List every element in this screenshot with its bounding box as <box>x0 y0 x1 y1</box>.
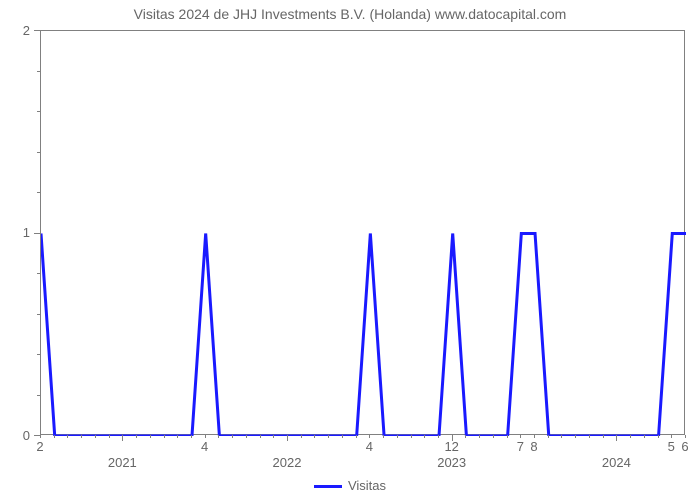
x-minor-tick <box>397 435 398 438</box>
x-minor-tick <box>95 435 96 438</box>
x-minor-tick <box>342 435 343 438</box>
x-minor-tick <box>81 435 82 438</box>
x-year-label: 2023 <box>437 455 466 470</box>
x-minor-tick <box>67 435 68 438</box>
x-value-label: 4 <box>366 439 373 454</box>
y-minor-tick <box>37 395 40 396</box>
x-minor-tick <box>671 435 672 438</box>
y-minor-tick <box>37 152 40 153</box>
x-major-tick <box>616 435 617 441</box>
y-minor-tick <box>37 314 40 315</box>
x-minor-tick <box>356 435 357 438</box>
x-minor-tick <box>273 435 274 438</box>
x-minor-tick <box>328 435 329 438</box>
x-value-label: 8 <box>530 439 537 454</box>
y-tick-label: 2 <box>23 23 30 38</box>
x-minor-tick <box>314 435 315 438</box>
x-minor-tick <box>177 435 178 438</box>
x-minor-tick <box>479 435 480 438</box>
x-year-label: 2022 <box>273 455 302 470</box>
x-value-label: 5 <box>668 439 675 454</box>
axis-ticks: 0122021202220232024244127856 <box>0 0 700 500</box>
y-minor-tick <box>37 192 40 193</box>
y-tick <box>34 233 40 234</box>
x-minor-tick <box>191 435 192 438</box>
chart-container: Visitas 2024 de JHJ Investments B.V. (Ho… <box>0 0 700 500</box>
x-minor-tick <box>438 435 439 438</box>
x-minor-tick <box>575 435 576 438</box>
x-minor-tick <box>164 435 165 438</box>
x-year-label: 2021 <box>108 455 137 470</box>
x-minor-tick <box>301 435 302 438</box>
x-minor-tick <box>630 435 631 438</box>
legend-label: Visitas <box>348 478 386 493</box>
x-minor-tick <box>603 435 604 438</box>
x-value-label: 12 <box>444 439 458 454</box>
x-minor-tick <box>658 435 659 438</box>
y-minor-tick <box>37 273 40 274</box>
x-minor-tick <box>589 435 590 438</box>
x-value-label: 2 <box>36 439 43 454</box>
x-minor-tick <box>369 435 370 438</box>
x-minor-tick <box>644 435 645 438</box>
x-value-label: 4 <box>201 439 208 454</box>
x-minor-tick <box>383 435 384 438</box>
x-value-label: 6 <box>681 439 688 454</box>
x-value-label: 7 <box>517 439 524 454</box>
x-minor-tick <box>685 435 686 438</box>
x-minor-tick <box>54 435 55 438</box>
x-minor-tick <box>109 435 110 438</box>
y-minor-tick <box>37 111 40 112</box>
legend-line <box>314 485 342 488</box>
x-minor-tick <box>561 435 562 438</box>
x-minor-tick <box>534 435 535 438</box>
x-major-tick <box>122 435 123 441</box>
x-minor-tick <box>246 435 247 438</box>
x-minor-tick <box>465 435 466 438</box>
x-minor-tick <box>411 435 412 438</box>
x-minor-tick <box>205 435 206 438</box>
x-minor-tick <box>507 435 508 438</box>
x-minor-tick <box>260 435 261 438</box>
x-minor-tick <box>136 435 137 438</box>
x-year-label: 2024 <box>602 455 631 470</box>
x-minor-tick <box>232 435 233 438</box>
y-minor-tick <box>37 71 40 72</box>
y-tick <box>34 30 40 31</box>
y-tick-label: 1 <box>23 225 30 240</box>
x-minor-tick <box>520 435 521 438</box>
x-minor-tick <box>548 435 549 438</box>
x-minor-tick <box>218 435 219 438</box>
y-minor-tick <box>37 354 40 355</box>
x-major-tick <box>287 435 288 441</box>
legend: Visitas <box>0 478 700 493</box>
y-tick-label: 0 <box>23 428 30 443</box>
x-minor-tick <box>424 435 425 438</box>
x-minor-tick <box>40 435 41 438</box>
x-minor-tick <box>150 435 151 438</box>
x-minor-tick <box>493 435 494 438</box>
